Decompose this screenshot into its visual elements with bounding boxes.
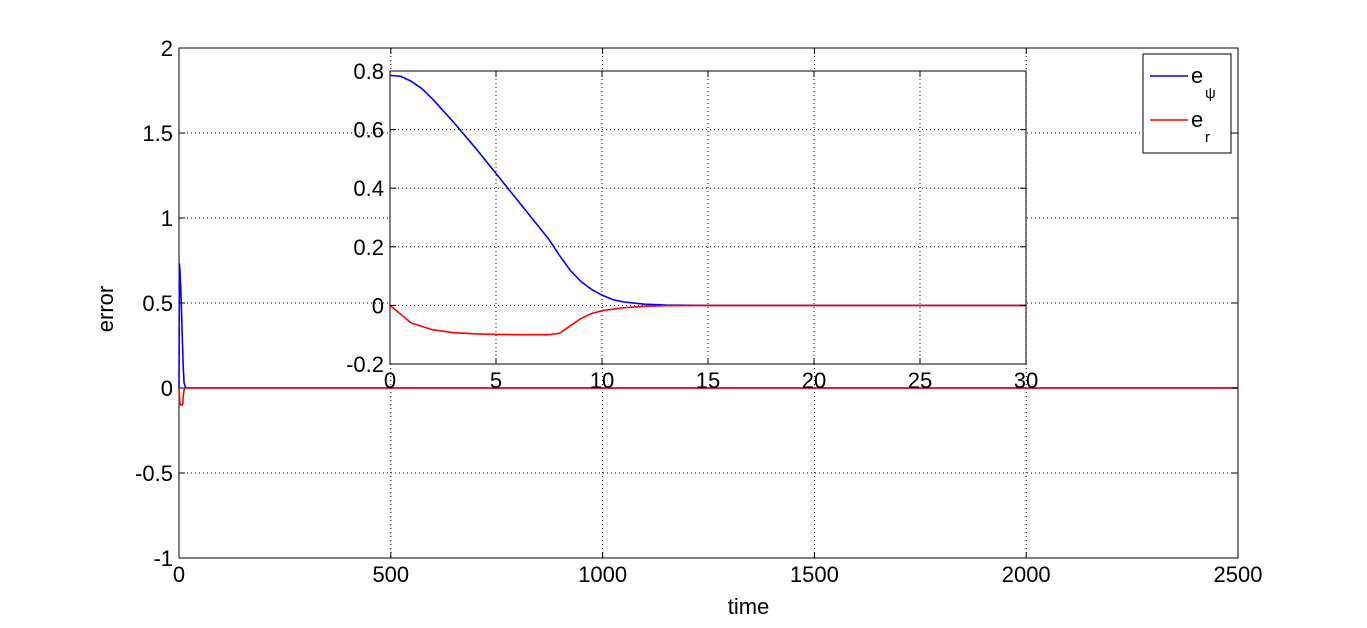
main-ticks: 0 500 1000 1500 2000 2500-1-0.500.511.52 (135, 36, 1262, 587)
inset-ticks: 0 5 10 15 20 25 30-0.200.20.40.60.8 (346, 59, 1038, 393)
inset-y-tick-label: 0.4 (353, 176, 384, 201)
main-y-tick-label: 0 (161, 376, 173, 401)
inset-x-tick-label: 0 (384, 368, 396, 393)
legend-label-subscript: r (1205, 129, 1210, 146)
legend-label: e (1191, 63, 1203, 88)
inset-series-line-e-r (389, 304, 1026, 336)
inset-y-tick-label: 0.2 (353, 235, 384, 260)
main-x-tick-label: 1000 (578, 562, 627, 587)
inset-x-tick-label: 30 (1014, 368, 1038, 393)
main-y-tick-label: -0.5 (135, 461, 173, 486)
inset-y-tick-label: 0.8 (353, 59, 384, 84)
inset-plot-frame (389, 70, 1027, 365)
main-series-line-e-r (178, 387, 1238, 406)
inset-y-tick-label: -0.2 (346, 352, 384, 377)
inset-grid (390, 71, 1026, 364)
legend-label: e (1191, 107, 1203, 132)
inset-plot: 0 5 10 15 20 25 30-0.200.20.40.60.8 (346, 59, 1038, 393)
x-axis-title: time (728, 594, 770, 619)
inset-series (389, 74, 1026, 336)
inset-y-tick-label: 0.6 (353, 118, 384, 143)
inset-x-tick-label: 15 (696, 368, 720, 393)
main-y-tick-label: 2 (161, 36, 173, 61)
legend-label-subscript: ψ (1205, 85, 1216, 102)
inset-series-line-e-psi (389, 74, 1026, 307)
main-y-tick-label: 1.5 (142, 121, 173, 146)
main-x-tick-label: 2000 (1002, 562, 1051, 587)
main-series (178, 263, 1238, 406)
main-x-tick-label: 1500 (790, 562, 839, 587)
legend-box (1142, 53, 1232, 154)
inset-y-tick-label: 0 (372, 293, 384, 318)
main-y-tick-label: 0.5 (142, 291, 173, 316)
inset-x-tick-label: 10 (590, 368, 614, 393)
main-x-tick-label: 2500 (1214, 562, 1263, 587)
inset-x-tick-label: 20 (802, 368, 826, 393)
y-axis-title: error (93, 286, 118, 332)
main-x-tick-label: 0 (173, 562, 185, 587)
inset-x-tick-label: 5 (490, 368, 502, 393)
main-y-tick-label: 1 (161, 206, 173, 231)
main-y-tick-label: -1 (153, 546, 173, 571)
inset-x-tick-label: 25 (908, 368, 932, 393)
main-x-tick-label: 500 (372, 562, 409, 587)
